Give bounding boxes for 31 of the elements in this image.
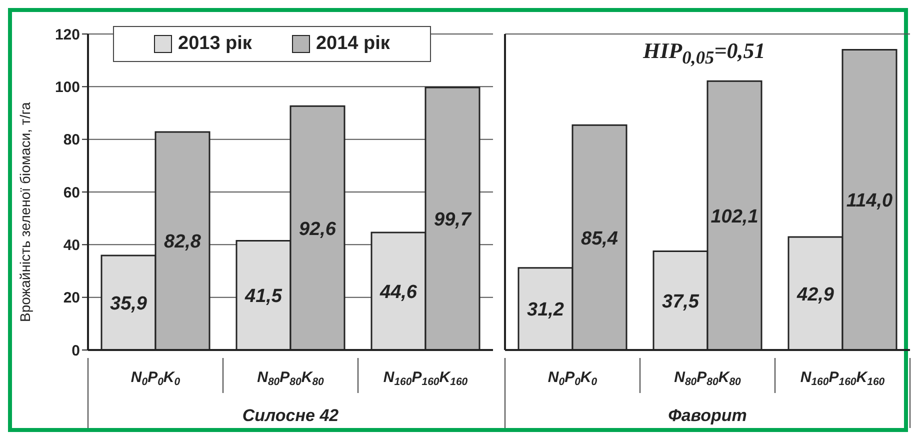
data-label: 37,5 — [662, 291, 700, 312]
x-tick-label: N$_{80}$P$_{80}$K$_{80}$ — [257, 369, 324, 388]
data-label: 42,9 — [796, 284, 834, 306]
data-label: 114,0 — [846, 190, 893, 212]
y-tick-label: 100 — [54, 78, 80, 96]
y-tick-label: 20 — [63, 290, 80, 307]
data-label: 31,2 — [527, 300, 564, 321]
data-label: 99,7 — [434, 209, 472, 230]
y-tick-label: 80 — [63, 132, 80, 149]
y-tick-label: 40 — [63, 236, 80, 254]
x-tick-label: N$_{160}$P$_{160}$K$_{160}$ — [383, 369, 468, 388]
data-label: 41,5 — [244, 286, 282, 308]
data-label: 82,8 — [164, 232, 202, 253]
legend-label: 2014 рік — [316, 33, 390, 55]
x-axis-title: Фаворит — [668, 406, 747, 425]
data-label: 102,1 — [710, 206, 758, 228]
legend-label: 2013 рік — [178, 33, 252, 55]
x-tick-label: N$_{160}$P$_{160}$K$_{160}$ — [800, 369, 885, 388]
x-axis-title: Силосне 42 — [242, 406, 340, 425]
y-tick-label: 60 — [63, 184, 80, 202]
data-label: 35,9 — [110, 293, 148, 314]
data-label: 85,4 — [581, 228, 618, 250]
y-tick-label: 120 — [54, 26, 80, 44]
annotation: HIP$_{0,05}$=0,51 — [643, 38, 766, 68]
data-label: 44,6 — [379, 282, 418, 304]
y-tick-label: 0 — [72, 342, 80, 360]
x-tick-label: N$_{80}$P$_{80}$K$_{80}$ — [674, 369, 742, 388]
x-tick-label: N$_{0}$P$_{0}$K$_{0}$ — [130, 369, 180, 388]
data-label: 92,6 — [299, 218, 336, 240]
x-tick-label: N$_{0}$P$_{0}$K$_{0}$ — [548, 369, 598, 388]
y-axis-title: Врожайність зеленої біомаси, т/га — [16, 102, 33, 322]
